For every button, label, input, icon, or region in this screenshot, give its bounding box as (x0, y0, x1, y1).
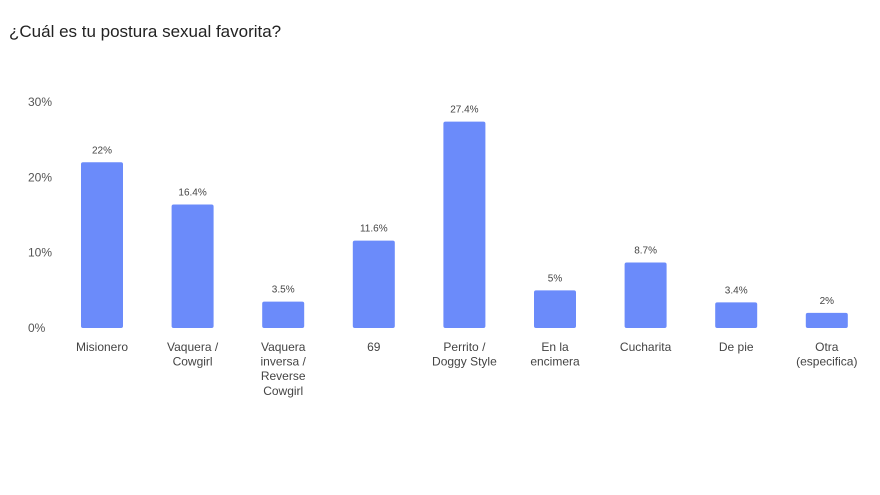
bar (81, 162, 123, 328)
category-label-line: encimera (530, 355, 580, 369)
bar-value-label: 3.5% (272, 285, 295, 296)
bar-value-label: 22% (92, 145, 112, 156)
y-axis: 0% 10% 20% 30% (28, 95, 52, 335)
bar (534, 290, 576, 328)
bar (352, 240, 395, 328)
bar-value-label: 5% (548, 273, 563, 284)
bar (262, 301, 305, 328)
bar (171, 204, 214, 328)
category-label: 69 (367, 340, 381, 354)
bar (805, 312, 848, 328)
category-label-line: Reverse (261, 369, 306, 383)
category-label: Perrito / Doggy Style (432, 340, 497, 369)
category-label: Cucharita (620, 340, 672, 354)
y-tick-label: 20% (28, 170, 52, 184)
y-tick-label: 0% (28, 321, 46, 335)
chart-title: ¿Cuál es tu postura sexual favorita? (9, 22, 282, 41)
category-label-line: Misionero (76, 340, 128, 354)
category-label-line: Vaquera / (167, 340, 219, 354)
bar-value-label: 11.6% (360, 224, 388, 235)
category-label-line: Vaquera (261, 340, 306, 354)
category-label-line: Otra (815, 340, 839, 354)
bar (715, 302, 758, 328)
bar-value-label: 27.4% (450, 105, 478, 116)
category-label-line: Cowgirl (263, 384, 303, 398)
category-label: En la encimera (530, 340, 580, 369)
value-labels: 22% 16.4% 3.5% 11.6% 27.4% 5% 8.7% 3.4% 2% (92, 105, 834, 307)
y-tick-label: 30% (28, 95, 52, 109)
bar-value-label: 8.7% (634, 245, 657, 256)
bars (81, 121, 848, 328)
bar-value-label: 2% (820, 296, 835, 307)
bar-value-label: 16.4% (178, 187, 206, 198)
category-label-line: De pie (719, 340, 754, 354)
category-label: De pie (719, 340, 754, 354)
category-label-line: 69 (367, 340, 381, 354)
category-label-line: inversa / (261, 355, 307, 369)
y-tick-label: 10% (28, 246, 52, 260)
category-label: Vaquera / Cowgirl (167, 340, 219, 369)
category-label-line: Doggy Style (432, 355, 497, 369)
category-label-line: En la (541, 340, 569, 354)
category-label-line: Perrito / (443, 340, 486, 354)
category-label: Vaquera inversa / Reverse Cowgirl (261, 340, 307, 398)
category-label-line: Cucharita (620, 340, 672, 354)
category-label: Misionero (76, 340, 128, 354)
bar (624, 262, 667, 328)
category-label: Otra (especifica) (796, 340, 857, 369)
category-label-line: (especifica) (796, 355, 857, 369)
bar (443, 121, 486, 328)
category-label-line: Cowgirl (173, 355, 213, 369)
bar-value-label: 3.4% (725, 285, 748, 296)
